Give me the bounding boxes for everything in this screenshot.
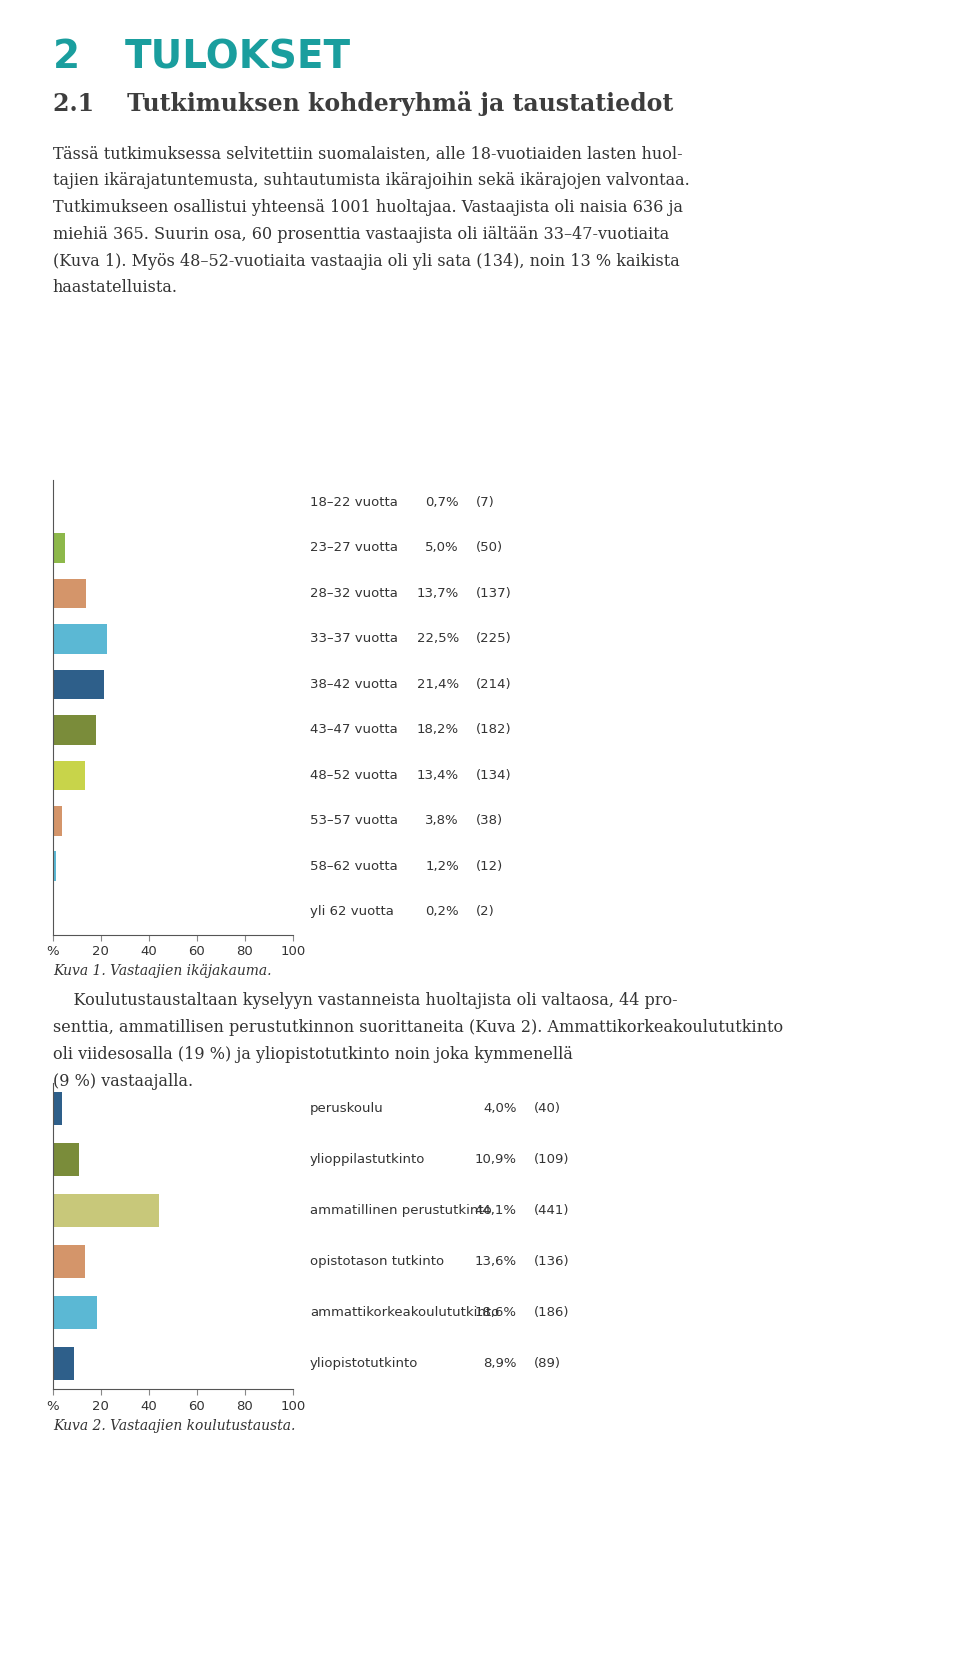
Bar xyxy=(53,1143,79,1176)
Bar xyxy=(53,1297,98,1330)
Text: 13,7%: 13,7% xyxy=(417,587,459,600)
Text: 2.1    Tutkimuksen kohderyhmä ja taustatiedot: 2.1 Tutkimuksen kohderyhmä ja taustatied… xyxy=(53,91,673,116)
Bar xyxy=(53,533,64,562)
Text: Kuva 2. Vastaajien koulutustausta.: Kuva 2. Vastaajien koulutustausta. xyxy=(53,1419,295,1432)
Text: (182): (182) xyxy=(476,723,512,736)
Bar xyxy=(53,1092,62,1125)
Text: opistotason tutkinto: opistotason tutkinto xyxy=(310,1255,444,1269)
Text: (12): (12) xyxy=(476,860,503,873)
Bar xyxy=(53,670,104,700)
Text: (109): (109) xyxy=(534,1153,569,1166)
Text: 1,2%: 1,2% xyxy=(425,860,459,873)
Text: 33–37 vuotta: 33–37 vuotta xyxy=(310,632,398,645)
Text: peruskoulu: peruskoulu xyxy=(310,1102,384,1115)
Text: (50): (50) xyxy=(476,541,503,554)
Text: (89): (89) xyxy=(534,1358,561,1371)
Text: 18,2%: 18,2% xyxy=(417,723,459,736)
Text: TULOKSET: TULOKSET xyxy=(125,38,351,76)
Text: 43–47 vuotta: 43–47 vuotta xyxy=(310,723,397,736)
Bar xyxy=(53,852,56,882)
Bar xyxy=(53,1245,85,1279)
Bar xyxy=(53,624,107,653)
Text: (134): (134) xyxy=(476,769,512,782)
Bar xyxy=(53,488,55,518)
Text: 18–22 vuotta: 18–22 vuotta xyxy=(310,496,398,509)
Text: 2: 2 xyxy=(53,38,80,76)
Text: 8: 8 xyxy=(38,1619,51,1636)
Text: 28–32 vuotta: 28–32 vuotta xyxy=(310,587,398,600)
Text: Koulutustaustaltaan kyselyyn vastanneista huoltajista oli valtaosa, 44 pro-
sent: Koulutustaustaltaan kyselyyn vastanneist… xyxy=(53,992,783,1090)
Text: 13,6%: 13,6% xyxy=(474,1255,516,1269)
Text: 13,4%: 13,4% xyxy=(417,769,459,782)
Bar xyxy=(53,1194,158,1227)
Text: 10,9%: 10,9% xyxy=(474,1153,516,1166)
Text: (136): (136) xyxy=(534,1255,569,1269)
Text: ylioppilastutkinto: ylioppilastutkinto xyxy=(310,1153,425,1166)
Bar xyxy=(53,1348,74,1381)
Text: (2): (2) xyxy=(476,905,495,918)
Text: 0,2%: 0,2% xyxy=(425,905,459,918)
Text: 48–52 vuotta: 48–52 vuotta xyxy=(310,769,397,782)
Text: ammatillinen perustutkinto: ammatillinen perustutkinto xyxy=(310,1204,492,1217)
Text: 5,0%: 5,0% xyxy=(425,541,459,554)
Bar xyxy=(53,579,85,609)
Text: (225): (225) xyxy=(476,632,512,645)
Text: 0,7%: 0,7% xyxy=(425,496,459,509)
Text: 58–62 vuotta: 58–62 vuotta xyxy=(310,860,397,873)
Text: (40): (40) xyxy=(534,1102,561,1115)
Text: 23–27 vuotta: 23–27 vuotta xyxy=(310,541,398,554)
Bar xyxy=(53,805,61,835)
Text: ammattikorkeakoulututkinto: ammattikorkeakoulututkinto xyxy=(310,1307,499,1320)
Text: 4,0%: 4,0% xyxy=(483,1102,516,1115)
Text: 38–42 vuotta: 38–42 vuotta xyxy=(310,678,397,691)
Text: 8,9%: 8,9% xyxy=(483,1358,516,1371)
Text: (137): (137) xyxy=(476,587,512,600)
Text: 3,8%: 3,8% xyxy=(425,814,459,827)
Text: (38): (38) xyxy=(476,814,503,827)
Text: 22,5%: 22,5% xyxy=(417,632,459,645)
Text: 44,1%: 44,1% xyxy=(474,1204,516,1217)
Text: yliopistotutkinto: yliopistotutkinto xyxy=(310,1358,419,1371)
Text: 21,4%: 21,4% xyxy=(417,678,459,691)
Bar xyxy=(53,761,84,791)
Text: (441): (441) xyxy=(534,1204,569,1217)
Text: yli 62 vuotta: yli 62 vuotta xyxy=(310,905,394,918)
Text: (186): (186) xyxy=(534,1307,569,1320)
Bar xyxy=(53,715,96,744)
Text: Tässä tutkimuksessa selvitettiin suomalaisten, alle 18-vuotiaiden lasten huol-
t: Tässä tutkimuksessa selvitettiin suomala… xyxy=(53,146,689,296)
Text: Kuva 1. Vastaajien ikäjakauma.: Kuva 1. Vastaajien ikäjakauma. xyxy=(53,964,272,978)
Text: (7): (7) xyxy=(476,496,495,509)
Text: 18,6%: 18,6% xyxy=(474,1307,516,1320)
Text: 53–57 vuotta: 53–57 vuotta xyxy=(310,814,398,827)
Text: (214): (214) xyxy=(476,678,512,691)
